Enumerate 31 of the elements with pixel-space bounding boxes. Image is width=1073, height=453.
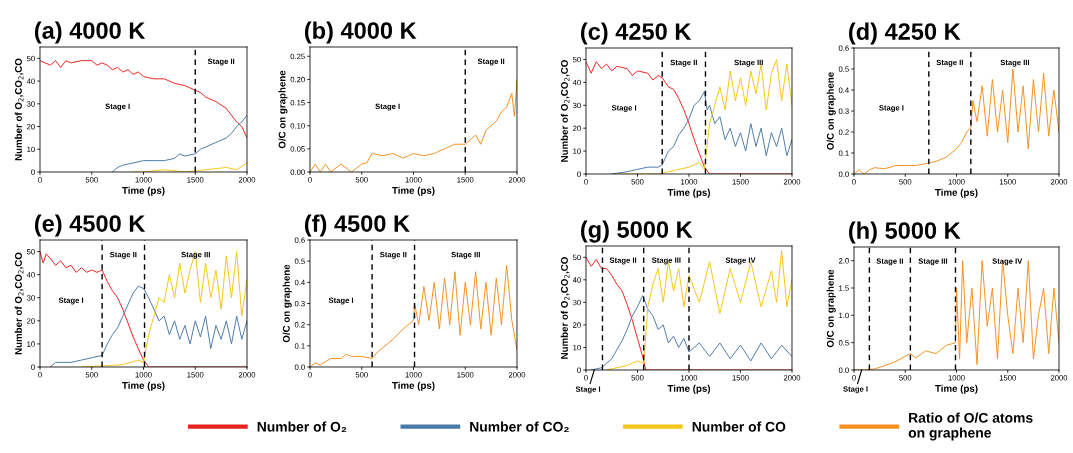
x-axis-title: Time (ps) — [122, 381, 165, 391]
line-series — [40, 60, 247, 139]
x-axis-title: Time (ps) — [667, 384, 711, 394]
y-axis-title: Number of O$_{2}$,CO$_{2}$,CO — [14, 252, 24, 355]
y-axis-title: O/C on graphene — [826, 72, 836, 150]
y-axis-title: Number of O$_{2}$,CO$_{2}$,CO — [14, 58, 24, 161]
x-axis-title: Time (ps) — [392, 186, 435, 196]
legend-label: Number of CO₂ — [470, 421, 569, 432]
y-axis-title: O/C on graphene — [278, 70, 288, 149]
chart-title: (h) 5000 K — [849, 221, 961, 244]
chart-title: (e) 4500 K — [34, 214, 146, 237]
chart-title: (b) 4000 K — [304, 21, 417, 44]
legend-label: Number of O₂ — [257, 421, 347, 432]
chart-title: (a) 4000 K — [34, 21, 146, 44]
chart-title: (c) 4250 K — [581, 22, 692, 45]
legend-label: Ratio of O/C atoms on graphene — [908, 412, 1033, 441]
line-series — [49, 285, 247, 367]
chart-title: (d) 4250 K — [849, 22, 961, 45]
x-axis-title: Time (ps) — [935, 384, 978, 394]
x-axis-title: Time (ps) — [122, 186, 165, 196]
x-axis-title: Time (ps) — [392, 381, 435, 391]
y-axis-title: Number of O$_{2}$,CO$_{2}$,CO — [560, 257, 570, 359]
chart-title: (g) 5000 K — [581, 220, 693, 243]
line-series — [111, 114, 247, 172]
chart-title: (f) 4500 K — [304, 214, 410, 237]
legend-label: Number of CO — [692, 421, 786, 432]
y-axis-title: O/C on graphene — [826, 269, 836, 348]
y-axis-title: Number of O$_{2}$,CO$_{2}$,CO — [560, 60, 570, 162]
y-axis-title: O/C on graphene — [282, 264, 292, 343]
x-axis-title: Time (ps) — [935, 188, 978, 198]
x-axis-title: Time (ps) — [667, 188, 711, 198]
